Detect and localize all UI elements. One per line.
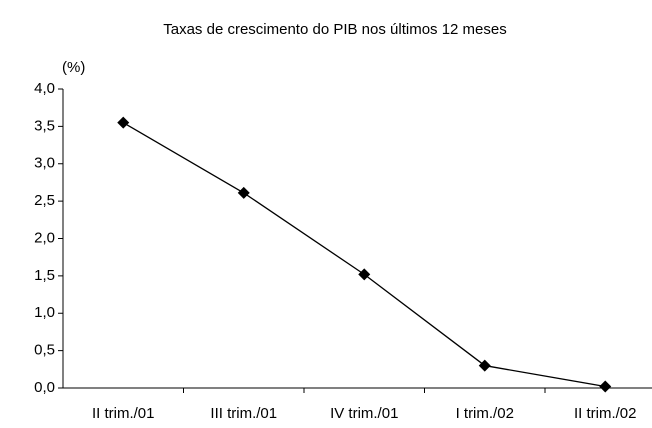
line xyxy=(122,122,606,388)
marker xyxy=(237,186,250,199)
marker xyxy=(358,268,371,281)
y-tick-label: 1,0 xyxy=(34,304,55,321)
chart-title: Taxas de crescimento do PIB nos últimos … xyxy=(163,21,507,38)
x-tick-label: I trim./02 xyxy=(456,405,514,422)
y-tick-label: 1,5 xyxy=(34,267,55,284)
marker xyxy=(117,116,130,129)
marker xyxy=(599,380,612,393)
y-tick-label: 3,5 xyxy=(34,117,55,134)
y-tick-label: 4,0 xyxy=(34,80,55,97)
x-tick-label: II trim./01 xyxy=(92,405,155,422)
y-axis-label: (%) xyxy=(62,59,85,76)
x-tick-label: IV trim./01 xyxy=(330,405,398,422)
y-tick-label: 0,5 xyxy=(34,342,55,359)
x-tick-label: II trim./02 xyxy=(574,405,637,422)
y-tick-label: 3,0 xyxy=(34,155,55,172)
x-tick-label: III trim./01 xyxy=(210,405,277,422)
marker xyxy=(478,359,491,372)
y-tick-label: 2,0 xyxy=(34,229,55,246)
y-tick-label: 0,0 xyxy=(34,379,55,396)
y-tick-label: 2,5 xyxy=(34,192,55,209)
